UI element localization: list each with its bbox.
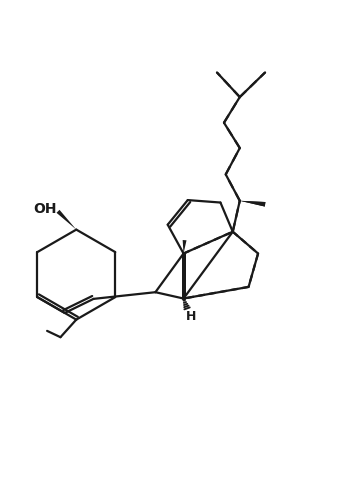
- Polygon shape: [56, 210, 76, 230]
- Text: OH: OH: [33, 202, 56, 215]
- Text: H: H: [186, 310, 197, 324]
- Polygon shape: [240, 201, 265, 206]
- Polygon shape: [183, 240, 186, 254]
- Polygon shape: [240, 201, 265, 206]
